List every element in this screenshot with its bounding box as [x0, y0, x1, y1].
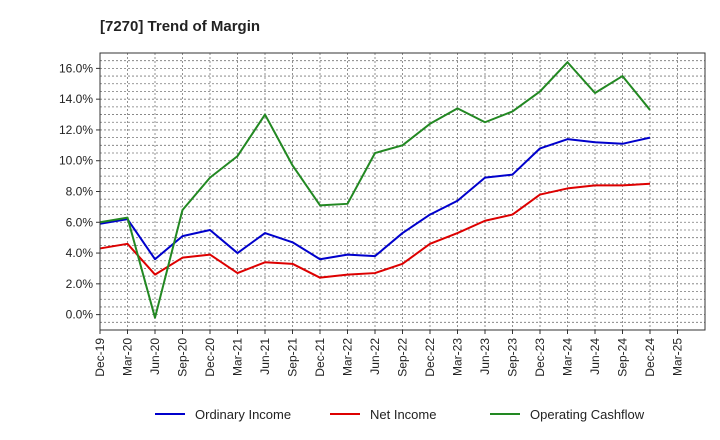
series-layer	[99, 61, 651, 319]
grid-layer	[100, 53, 705, 330]
chart-title: [7270] Trend of Margin	[100, 18, 260, 35]
series-line-operating-cashflow	[99, 61, 651, 319]
x-tick-label: Sep-23	[506, 338, 520, 377]
x-tick-label: Sep-22	[396, 338, 410, 377]
x-tick-label: Dec-19	[93, 338, 107, 377]
y-tick-label: 4.0%	[66, 246, 94, 260]
x-tick-label: Dec-21	[313, 338, 327, 377]
x-tick-label: Mar-24	[561, 338, 575, 376]
x-tick-label: Jun-23	[478, 338, 492, 375]
x-tick-label: Jun-20	[148, 338, 162, 375]
x-tick-label: Sep-20	[176, 338, 190, 377]
y-tick-label: 12.0%	[59, 123, 93, 137]
x-tick-label: Sep-24	[616, 338, 630, 377]
legend-label: Ordinary Income	[195, 407, 291, 422]
series-line-ordinary-income	[99, 136, 651, 261]
x-tick-label: Mar-23	[451, 338, 465, 376]
x-tick-label: Mar-25	[671, 338, 685, 376]
x-tick-label: Jun-24	[588, 338, 602, 375]
y-tick-label: 6.0%	[66, 215, 94, 229]
x-tick-label: Mar-20	[121, 338, 135, 376]
x-axis-ticks: Dec-19 Mar-20 Jun-20 Sep-20 Dec-20 Mar-21 Jun-…	[93, 330, 685, 377]
legend-label: Operating Cashflow	[530, 407, 645, 422]
x-tick-label: Dec-22	[423, 338, 437, 377]
x-tick-label: Dec-23	[533, 338, 547, 377]
x-tick-label: Mar-21	[231, 338, 245, 376]
x-tick-label: Dec-20	[203, 338, 217, 377]
x-tick-label: Sep-21	[286, 338, 300, 377]
series-line-net-income	[99, 182, 651, 279]
y-tick-label: 2.0%	[66, 277, 94, 291]
y-tick-label: 10.0%	[59, 154, 93, 168]
y-tick-label: 0.0%	[66, 308, 94, 322]
x-tick-label: Jun-21	[258, 338, 272, 375]
legend: Ordinary Income Net Income Operating Cashf…	[155, 407, 645, 422]
legend-label: Net Income	[370, 407, 436, 422]
y-tick-label: 8.0%	[66, 185, 94, 199]
x-tick-label: Mar-22	[341, 338, 355, 376]
y-tick-label: 16.0%	[59, 61, 93, 75]
y-axis-ticks: 0.0% 2.0% 4.0% 6.0% 8.0% 10.0% 12.0% 14.0% 16.0%	[59, 61, 100, 322]
x-tick-label: Jun-22	[368, 338, 382, 375]
x-tick-label: Dec-24	[643, 338, 657, 377]
y-tick-label: 14.0%	[59, 92, 93, 106]
